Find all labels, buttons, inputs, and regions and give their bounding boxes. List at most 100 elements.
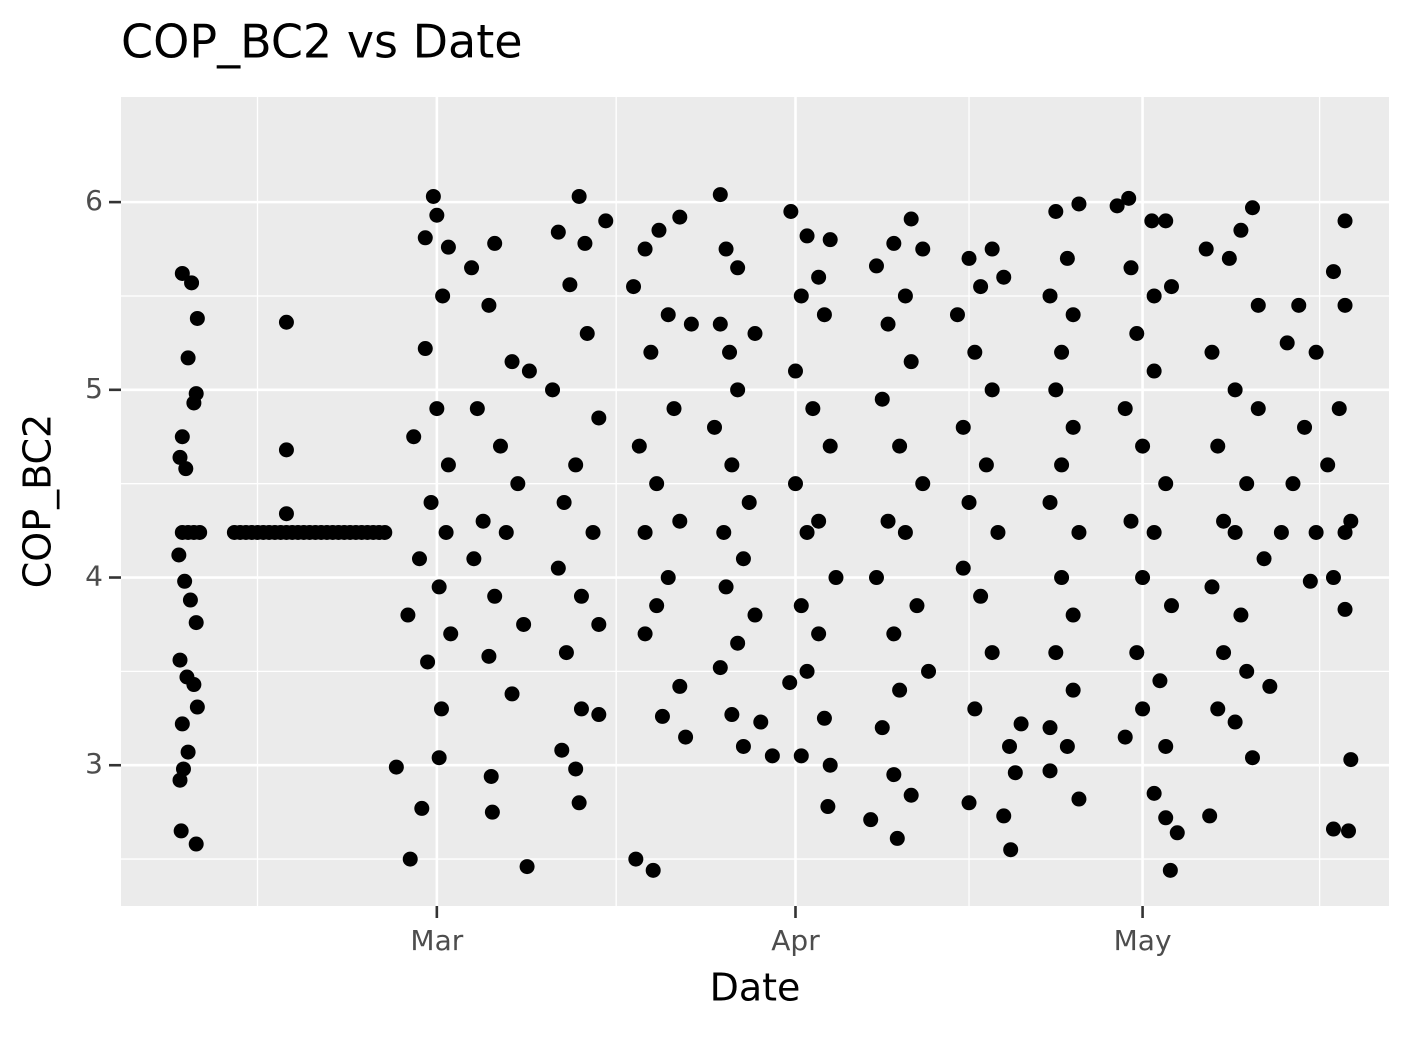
point xyxy=(188,386,204,402)
point xyxy=(1135,701,1151,717)
point xyxy=(949,307,965,323)
point xyxy=(903,211,919,227)
point xyxy=(577,235,593,251)
point xyxy=(186,677,202,693)
point xyxy=(874,720,890,736)
point xyxy=(730,382,746,398)
point xyxy=(177,573,193,589)
point xyxy=(1216,645,1232,661)
point xyxy=(811,626,827,642)
point xyxy=(173,823,189,839)
point xyxy=(431,579,447,595)
point xyxy=(1158,213,1174,229)
point xyxy=(672,678,688,694)
point xyxy=(1042,720,1058,736)
point xyxy=(903,354,919,370)
point xyxy=(1129,645,1145,661)
point xyxy=(626,279,642,295)
point xyxy=(184,275,200,291)
point xyxy=(429,207,445,223)
point xyxy=(1250,297,1266,313)
point xyxy=(1343,752,1359,768)
point xyxy=(591,410,607,426)
y-axis-title: COP_BC2 xyxy=(16,414,60,588)
point xyxy=(1308,344,1324,360)
point xyxy=(631,438,647,454)
point xyxy=(973,279,989,295)
x-tick-label: Apr xyxy=(771,924,820,957)
point xyxy=(481,648,497,664)
point xyxy=(828,570,844,586)
point xyxy=(1227,524,1243,540)
point xyxy=(423,494,439,510)
point xyxy=(799,228,815,244)
point xyxy=(787,363,803,379)
point xyxy=(1227,714,1243,730)
point xyxy=(1059,738,1075,754)
point xyxy=(1198,241,1214,257)
point xyxy=(573,588,589,604)
point xyxy=(880,513,896,529)
point xyxy=(892,682,908,698)
point xyxy=(1297,419,1313,435)
point xyxy=(1169,825,1185,841)
point xyxy=(712,660,728,676)
point xyxy=(1210,438,1226,454)
point xyxy=(1013,716,1029,732)
point xyxy=(1048,203,1064,219)
point xyxy=(571,188,587,204)
point xyxy=(568,761,584,777)
point xyxy=(984,241,1000,257)
point xyxy=(483,768,499,784)
point xyxy=(1291,297,1307,313)
point xyxy=(417,341,433,357)
point xyxy=(718,241,734,257)
point xyxy=(1146,363,1162,379)
point xyxy=(545,382,561,398)
point xyxy=(1144,213,1160,229)
point xyxy=(435,288,451,304)
point xyxy=(429,401,445,417)
point xyxy=(519,859,535,875)
point xyxy=(628,851,644,867)
point xyxy=(1146,288,1162,304)
point xyxy=(189,699,205,715)
point xyxy=(1065,419,1081,435)
point xyxy=(1048,645,1064,661)
point xyxy=(1158,476,1174,492)
point xyxy=(909,598,925,614)
point xyxy=(961,795,977,811)
point xyxy=(411,551,427,567)
chart-title: COP_BC2 vs Date xyxy=(121,15,523,69)
point xyxy=(984,382,1000,398)
point xyxy=(1129,326,1145,342)
point xyxy=(787,476,803,492)
point xyxy=(443,626,459,642)
point xyxy=(1054,344,1070,360)
point xyxy=(182,592,198,608)
point xyxy=(654,708,670,724)
y-tick-label: 4 xyxy=(85,560,103,593)
point xyxy=(820,799,836,815)
point xyxy=(811,269,827,285)
point xyxy=(1337,524,1353,540)
point xyxy=(712,187,728,203)
point xyxy=(886,767,902,783)
point xyxy=(1233,607,1249,623)
point xyxy=(1285,476,1301,492)
point xyxy=(718,579,734,595)
point xyxy=(174,716,190,732)
point xyxy=(464,260,480,276)
point xyxy=(1325,570,1341,586)
point xyxy=(180,744,196,760)
point xyxy=(516,616,532,632)
point xyxy=(1123,513,1139,529)
point xyxy=(388,759,404,775)
point xyxy=(438,524,454,540)
point xyxy=(1065,607,1081,623)
x-axis-title: Date xyxy=(710,966,801,1010)
point xyxy=(973,588,989,604)
point xyxy=(637,241,653,257)
point xyxy=(1227,382,1243,398)
